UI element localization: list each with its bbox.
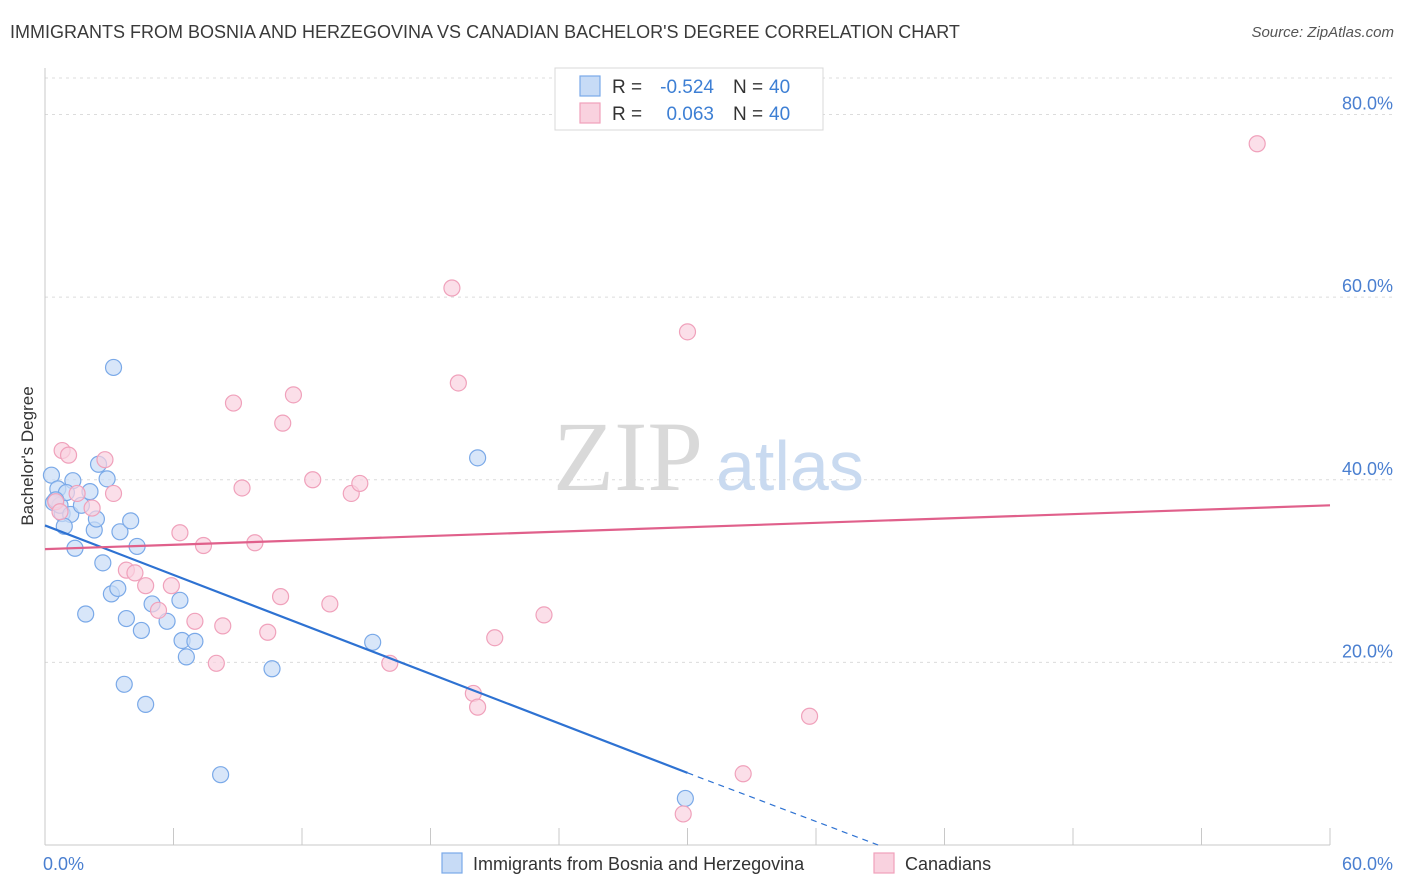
data-point-canadians-36 <box>674 805 692 823</box>
legend-swatch-canadians <box>873 852 895 874</box>
watermark-zip: ZIP <box>553 401 703 512</box>
legend: Immigrants from Bosnia and Herzegovina C… <box>441 852 991 874</box>
data-point-bosnia-34 <box>212 766 230 784</box>
trend-line-bosnia-extension <box>687 772 879 846</box>
data-point-bosnia-33 <box>186 632 204 650</box>
data-point-canadians-7 <box>104 484 123 503</box>
data-point-bosnia-37 <box>469 449 487 467</box>
data-point-canadians-39 <box>800 707 819 725</box>
data-point-canadians-31 <box>449 374 467 392</box>
data-point-bosnia-26 <box>132 621 150 640</box>
data-point-canadians-5 <box>83 499 101 517</box>
data-point-bosnia-21 <box>77 605 95 623</box>
stats-r-label-1: R = <box>612 77 642 98</box>
data-point-canadians-14 <box>186 612 204 630</box>
data-point-canadians-6 <box>96 451 114 469</box>
data-point-bosnia-19 <box>109 579 127 598</box>
points-layer <box>42 135 1266 823</box>
y-axis-label: Bachelor's Degree <box>18 386 37 525</box>
y-tick-label-40: 40.0% <box>1342 459 1393 479</box>
watermark: ZIP atlas <box>553 401 864 512</box>
stats-n-value-1: 40 <box>769 77 790 98</box>
data-point-canadians-12 <box>162 577 180 595</box>
stats-n-label-2: N = <box>733 104 763 125</box>
data-point-bosnia-22 <box>115 675 133 693</box>
stats-swatch-blue <box>579 75 601 97</box>
y-tick-label-60: 60.0% <box>1342 276 1393 296</box>
data-point-canadians-11 <box>149 601 168 619</box>
data-point-bosnia-38 <box>676 789 694 808</box>
data-point-canadians-23 <box>274 414 292 432</box>
data-point-canadians-13 <box>171 524 189 542</box>
stats-box: R = -0.524 N = 40 R = 0.063 N = 40 <box>554 67 824 131</box>
data-point-canadians-34 <box>486 629 504 647</box>
data-point-bosnia-15 <box>94 554 112 572</box>
y-tick-label-20: 20.0% <box>1342 641 1393 661</box>
watermark-atlas: atlas <box>716 427 864 505</box>
x-tick-label-0: 0.0% <box>43 854 84 874</box>
legend-label-bosnia: Immigrants from Bosnia and Herzegovina <box>473 854 805 874</box>
stats-n-label-1: N = <box>733 77 763 98</box>
data-point-bosnia-32 <box>177 648 195 666</box>
data-point-bosnia-36 <box>364 633 382 651</box>
data-point-canadians-25 <box>304 471 322 489</box>
stats-n-value-2: 40 <box>769 104 790 125</box>
data-point-bosnia-24 <box>122 512 140 530</box>
data-point-bosnia-20 <box>111 523 129 541</box>
data-point-bosnia-23 <box>117 609 135 628</box>
data-point-canadians-30 <box>443 279 461 297</box>
data-point-canadians-22 <box>271 588 290 606</box>
data-point-canadians-16 <box>207 654 225 672</box>
y-tick-label-80: 80.0% <box>1342 94 1393 114</box>
data-point-canadians-33 <box>469 698 487 716</box>
data-point-canadians-35 <box>535 606 553 624</box>
grid-layer <box>45 77 1392 663</box>
data-point-canadians-18 <box>224 394 243 412</box>
data-point-canadians-26 <box>321 595 339 613</box>
stats-swatch-pink <box>579 102 601 124</box>
data-point-bosnia-16 <box>98 470 116 488</box>
stats-r-value-1: -0.524 <box>660 77 714 98</box>
trend-layer <box>44 504 1331 846</box>
data-point-canadians-3 <box>59 446 78 464</box>
chart-source: Source: ZipAtlas.com <box>1251 24 1394 41</box>
data-point-canadians-19 <box>233 479 251 497</box>
x-tick-label-60: 60.0% <box>1342 854 1393 874</box>
legend-swatch-bosnia <box>441 852 463 874</box>
data-point-bosnia-18 <box>104 358 123 377</box>
data-point-bosnia-30 <box>171 591 189 609</box>
data-point-canadians-15 <box>194 536 213 555</box>
axis-layer: 0.0% 60.0% 20.0% 40.0% 60.0% 80.0% <box>43 68 1393 874</box>
stats-r-label-2: R = <box>612 104 642 125</box>
data-point-bosnia-35 <box>263 660 281 678</box>
data-point-bosnia-27 <box>137 695 155 713</box>
data-point-canadians-4 <box>68 484 86 503</box>
trend-line-bosnia <box>44 524 688 774</box>
data-point-canadians-9 <box>126 564 144 582</box>
data-point-canadians-1 <box>51 503 69 521</box>
data-point-canadians-24 <box>284 386 303 404</box>
data-point-canadians-40 <box>1248 135 1266 153</box>
data-point-canadians-37 <box>678 323 697 341</box>
data-point-canadians-17 <box>214 617 232 635</box>
legend-label-canadians: Canadians <box>905 854 991 874</box>
stats-r-value-2: 0.063 <box>666 104 714 125</box>
data-point-canadians-28 <box>351 474 369 493</box>
chart-title: IMMIGRANTS FROM BOSNIA AND HERZEGOVINA V… <box>10 22 960 42</box>
data-point-canadians-38 <box>734 765 752 783</box>
trend-line-canadians <box>44 504 1331 551</box>
data-point-canadians-10 <box>137 577 155 595</box>
data-point-canadians-21 <box>259 623 277 641</box>
